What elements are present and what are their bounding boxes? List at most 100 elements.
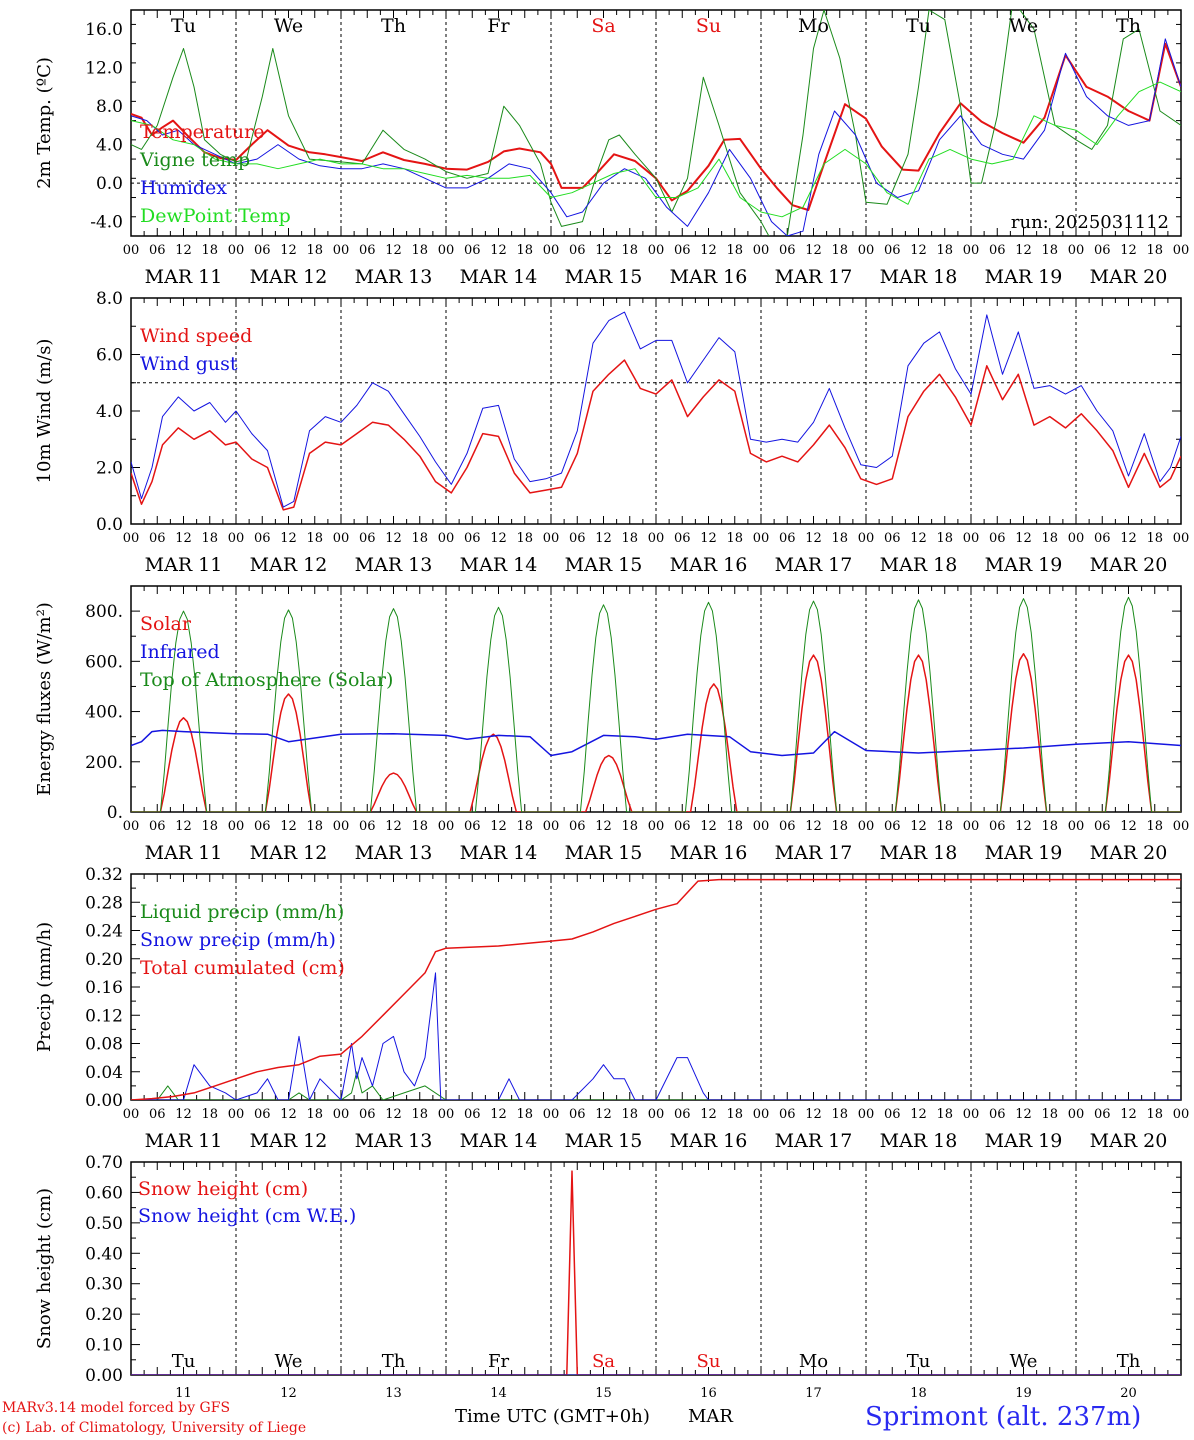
hour-tick-label: 18 xyxy=(936,1107,953,1122)
hour-tick-label: 12 xyxy=(280,1107,297,1122)
hour-tick-label: 06 xyxy=(464,819,481,834)
hour-tick-label: 06 xyxy=(989,1107,1006,1122)
series-line-wind-gust xyxy=(131,311,1181,508)
hour-tick-label: 06 xyxy=(1094,243,1111,258)
hour-tick-label: 06 xyxy=(674,1107,691,1122)
series-line-wind-speed xyxy=(131,359,1181,511)
date-label: MAR 17 xyxy=(775,842,853,864)
hour-tick-label: 12 xyxy=(805,819,822,834)
x-axis-title: Time UTC (GMT+0h) xyxy=(455,1406,650,1427)
hour-tick-label: 12 xyxy=(175,531,192,546)
weekday-label: We xyxy=(1009,15,1038,37)
y-tick-label: 0. xyxy=(107,803,123,823)
hour-tick-label: 06 xyxy=(464,243,481,258)
date-label: MAR 19 xyxy=(985,554,1063,576)
hour-tick-label: 00 xyxy=(1068,531,1085,546)
hour-tick-label: 18 xyxy=(936,531,953,546)
y-tick-label: 12.0 xyxy=(85,59,123,79)
date-label: MAR 13 xyxy=(355,842,433,864)
date-label: MAR 19 xyxy=(985,842,1063,864)
date-label: MAR 18 xyxy=(880,554,958,576)
hour-tick-label: 12 xyxy=(280,819,297,834)
day-number-label: 14 xyxy=(490,1386,507,1401)
day-number-label: 12 xyxy=(280,1386,297,1401)
hour-tick-label: 06 xyxy=(779,243,796,258)
y-tick-label: 0.20 xyxy=(85,1305,123,1325)
hour-tick-label: 00 xyxy=(1173,1107,1190,1122)
hour-tick-label: 00 xyxy=(1173,819,1190,834)
hour-tick-label: 18 xyxy=(726,1107,743,1122)
series-line-liquid-precip-mm-h- xyxy=(131,1071,1181,1100)
hour-tick-label: 06 xyxy=(569,819,586,834)
hour-tick-label: 00 xyxy=(333,531,350,546)
hour-tick-label: 00 xyxy=(858,1107,875,1122)
weekday-label: Th xyxy=(1116,15,1141,37)
hour-tick-label: 00 xyxy=(648,243,665,258)
hour-tick-label: 12 xyxy=(1015,819,1032,834)
hour-tick-label: 18 xyxy=(1041,819,1058,834)
hour-tick-label: 00 xyxy=(543,819,560,834)
date-label: MAR 20 xyxy=(1090,842,1168,864)
hour-tick-label: 06 xyxy=(149,243,166,258)
series-line-humidex xyxy=(131,38,1181,236)
hour-tick-label: 12 xyxy=(490,1107,507,1122)
weekday-label: Su xyxy=(696,15,721,37)
weekday-label: We xyxy=(274,15,303,37)
hour-tick-label: 00 xyxy=(1068,243,1085,258)
hour-tick-label: 00 xyxy=(438,243,455,258)
hour-tick-label: 18 xyxy=(621,531,638,546)
date-label: MAR 15 xyxy=(565,554,643,576)
series-group xyxy=(131,878,1181,1100)
y-tick-label: -4.0 xyxy=(90,213,123,233)
hour-tick-label: 18 xyxy=(1041,531,1058,546)
hour-tick-label: 12 xyxy=(700,819,717,834)
hour-tick-label: 18 xyxy=(411,243,428,258)
hour-tick-label: 00 xyxy=(228,819,245,834)
hour-tick-label: 06 xyxy=(779,1107,796,1122)
date-label: MAR 14 xyxy=(460,554,538,576)
date-label: MAR 17 xyxy=(775,554,853,576)
hour-tick-label: 00 xyxy=(1068,819,1085,834)
y-tick-label: 0.0 xyxy=(96,515,123,535)
hour-tick-label: 18 xyxy=(936,243,953,258)
y-tick-label: 0.0 xyxy=(96,174,123,194)
hour-tick-label: 06 xyxy=(1094,1107,1111,1122)
hour-tick-label: 06 xyxy=(989,243,1006,258)
date-label: MAR 11 xyxy=(145,842,223,864)
day-number-label: 15 xyxy=(595,1386,612,1401)
hour-tick-label: 12 xyxy=(910,243,927,258)
series-line-top-of-atmosphere-solar- xyxy=(131,596,1181,812)
date-label: MAR 15 xyxy=(565,266,643,288)
date-label: MAR 18 xyxy=(880,1130,958,1152)
legend-entry: Wind gust xyxy=(140,353,238,375)
hour-tick-label: 18 xyxy=(621,243,638,258)
hour-tick-label: 00 xyxy=(963,1107,980,1122)
hour-tick-label: 12 xyxy=(595,819,612,834)
hour-tick-label: 00 xyxy=(753,1107,770,1122)
date-label: MAR 11 xyxy=(145,266,223,288)
series-line-solar xyxy=(131,653,1181,812)
hour-tick-label: 00 xyxy=(648,531,665,546)
hour-tick-label: 12 xyxy=(1120,819,1137,834)
y-tick-label: 0.24 xyxy=(85,922,123,942)
hour-tick-label: 18 xyxy=(621,819,638,834)
hour-tick-label: 00 xyxy=(753,243,770,258)
hour-tick-label: 00 xyxy=(543,1107,560,1122)
day-number-label: 16 xyxy=(700,1386,717,1401)
hour-tick-label: 06 xyxy=(149,819,166,834)
weekday-label: Mo xyxy=(799,1351,828,1372)
hour-tick-label: 18 xyxy=(201,243,218,258)
legend-entry: Infrared xyxy=(140,641,220,663)
weekday-label: Sa xyxy=(592,1351,615,1372)
hour-tick-label: 12 xyxy=(385,531,402,546)
hour-tick-label: 18 xyxy=(516,531,533,546)
hour-tick-label: 18 xyxy=(306,1107,323,1122)
hour-tick-label: 12 xyxy=(1015,243,1032,258)
hour-tick-label: 12 xyxy=(805,243,822,258)
legend-entry: Temperature xyxy=(140,121,264,143)
y-tick-label: 0.16 xyxy=(85,978,123,998)
date-label: MAR 15 xyxy=(565,1130,643,1152)
panel-wind: 0.0 2.0 4.0 6.0 8.0 10m Wind (m/s) Wind speed W… xyxy=(34,289,1189,576)
date-label: MAR 12 xyxy=(250,1130,328,1152)
